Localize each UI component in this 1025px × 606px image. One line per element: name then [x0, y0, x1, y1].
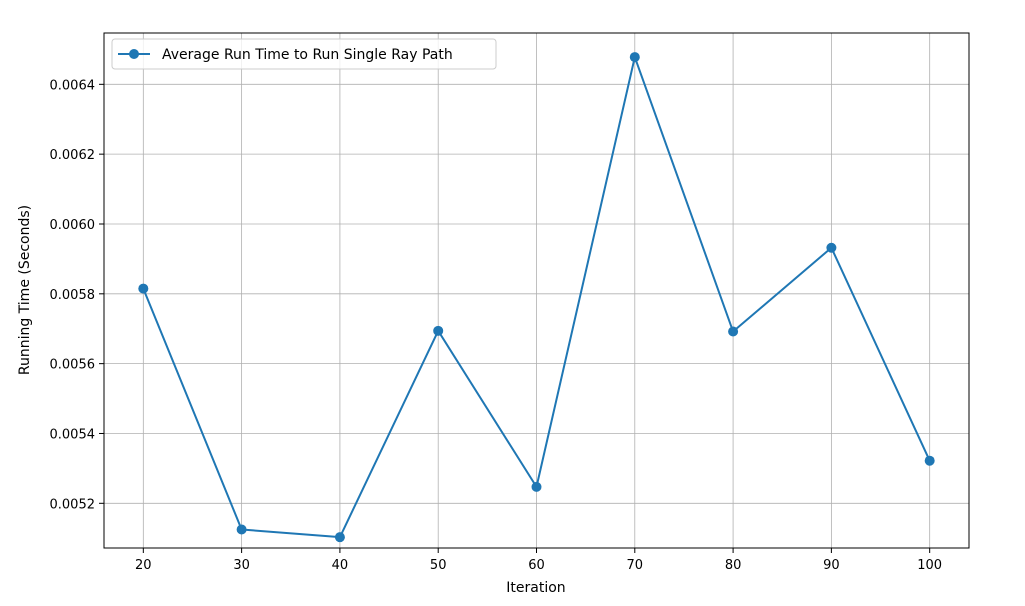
data-point — [433, 325, 444, 336]
data-point — [629, 52, 640, 63]
x-axis-ticks: 20 30 40 50 60 70 80 90 100 — [135, 548, 942, 573]
legend-box — [111, 38, 497, 70]
data-point — [531, 481, 542, 492]
legend-label: Average Run Time to Run Single Ray Path — [162, 47, 453, 63]
data-point — [728, 326, 739, 337]
data-point — [924, 455, 935, 466]
x-axis-label: Iteration — [506, 580, 565, 596]
y-tick-label: 0.0056 — [50, 358, 96, 373]
data-point — [236, 524, 247, 535]
y-tick-label: 0.0064 — [50, 78, 96, 93]
x-tick-label: 100 — [917, 558, 942, 573]
x-tick-label: 30 — [233, 558, 250, 573]
data-point — [334, 532, 345, 543]
x-tick-label: 90 — [823, 558, 840, 573]
y-tick-label: 0.0052 — [50, 497, 96, 512]
y-tick-label: 0.0060 — [50, 218, 96, 233]
x-tick-label: 80 — [725, 558, 742, 573]
x-tick-label: 20 — [135, 558, 152, 573]
legend-marker — [129, 49, 139, 59]
x-tick-label: 70 — [627, 558, 644, 573]
y-axis-label: Running Time (Seconds) — [17, 205, 33, 375]
x-tick-label: 40 — [332, 558, 349, 573]
data-point — [826, 242, 837, 253]
x-tick-label: 60 — [528, 558, 545, 573]
y-axis-ticks: 0.0052 0.0054 0.0056 0.0058 0.0060 0.0062 0.00… — [50, 78, 104, 512]
y-tick-label: 0.0054 — [50, 427, 96, 442]
legend: Average Run Time to Run Single Ray Path — [111, 38, 497, 70]
data-point — [138, 283, 149, 294]
grid — [104, 33, 969, 548]
y-tick-label: 0.0062 — [50, 148, 96, 163]
x-tick-label: 50 — [430, 558, 447, 573]
series-layer — [138, 52, 935, 543]
y-tick-label: 0.0058 — [50, 288, 96, 303]
